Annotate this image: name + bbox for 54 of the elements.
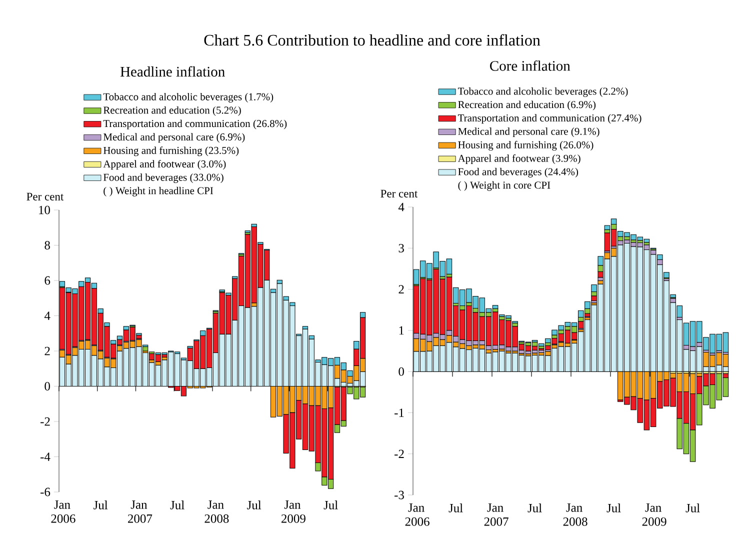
x-tick-label: Jan 2009 bbox=[642, 504, 666, 526]
x-tick-label: Jul bbox=[94, 500, 108, 510]
legend-label: Tobacco and alcoholic beverages (1.7%) bbox=[103, 92, 274, 102]
y-tick-label: -2 bbox=[394, 450, 404, 458]
x-tick-label: Jul bbox=[247, 500, 262, 510]
x-tick-label: Jan 2006 bbox=[405, 504, 430, 526]
y-axis-title: Per cent bbox=[380, 190, 418, 198]
y-tick-label: 8 bbox=[44, 241, 50, 250]
x-tick-label: Jul bbox=[528, 504, 542, 512]
text: ( ) Weight in core CPI bbox=[458, 181, 550, 191]
legend-label: Recreation and education (6.9%) bbox=[458, 100, 596, 110]
x-tick-label: Jan 2009 bbox=[281, 500, 306, 523]
y-tick-label: 1 bbox=[399, 326, 404, 335]
y-tick-label: 0 bbox=[44, 382, 50, 390]
x-tick-label: Jan 2007 bbox=[484, 504, 508, 526]
y-axis-title: Per cent bbox=[26, 192, 64, 200]
y-tick-label: 3 bbox=[398, 244, 404, 252]
legend-label: Tobacco and alcoholic beverages (2.2%) bbox=[458, 87, 628, 97]
y-tick-label: -1 bbox=[394, 408, 404, 417]
legend-label: Food and beverages (24.4%) bbox=[458, 168, 578, 178]
legend-label: Transportation and communication (26.8%) bbox=[103, 120, 287, 130]
legend-label: Medical and personal care (6.9%) bbox=[103, 133, 245, 143]
legend-label: Recreation and education (5.2%) bbox=[103, 106, 241, 116]
legend-label: Apparel and footwear (3.0%) bbox=[103, 160, 226, 170]
chart-title: Chart 5.6 Contribution to headline and core inflation bbox=[204, 34, 540, 46]
y-tick-label: 2 bbox=[398, 285, 404, 294]
legend-label: Housing and furnishing (26.0%) bbox=[458, 140, 594, 151]
y-tick-label: -3 bbox=[394, 490, 404, 500]
y-tick-label: 2 bbox=[44, 346, 50, 356]
y-tick-label: -2 bbox=[40, 417, 50, 426]
legend-label: Food and beverages (33.0%) bbox=[103, 173, 224, 184]
y-tick-label: -6 bbox=[40, 488, 50, 496]
y-tick-label: 4 bbox=[398, 202, 404, 212]
chart-subtitle: Core inflation bbox=[490, 60, 570, 71]
x-tick-label: Jan 2006 bbox=[51, 500, 76, 523]
y-tick-label: 0 bbox=[398, 367, 404, 376]
x-tick-label: Jul bbox=[686, 504, 700, 512]
y-tick-label: 4 bbox=[44, 312, 50, 320]
x-tick-label: Jul bbox=[324, 500, 338, 510]
legend-label: Apparel and footwear (3.9%) bbox=[458, 154, 580, 164]
legend-label: Medical and personal care (9.1%) bbox=[458, 128, 600, 138]
x-tick-label: Jul bbox=[170, 500, 184, 510]
legend-label: Transportation and communication (27.4%) bbox=[458, 114, 642, 124]
x-tick-label: Jul bbox=[606, 504, 621, 512]
y-tick-label: 6 bbox=[44, 276, 50, 285]
chart-subtitle: Headline inflation bbox=[120, 66, 225, 77]
text: ( ) Weight in headline CPI bbox=[104, 186, 214, 196]
y-tick-label: 10 bbox=[39, 206, 50, 214]
x-tick-label: Jan 2008 bbox=[204, 500, 229, 523]
x-tick-label: Jan 2008 bbox=[563, 504, 588, 526]
x-tick-label: Jul bbox=[448, 504, 463, 512]
legend-label: Housing and furnishing (23.5%) bbox=[103, 146, 239, 156]
x-tick-label: Jan 2007 bbox=[128, 500, 152, 523]
y-tick-label: -4 bbox=[40, 452, 50, 461]
